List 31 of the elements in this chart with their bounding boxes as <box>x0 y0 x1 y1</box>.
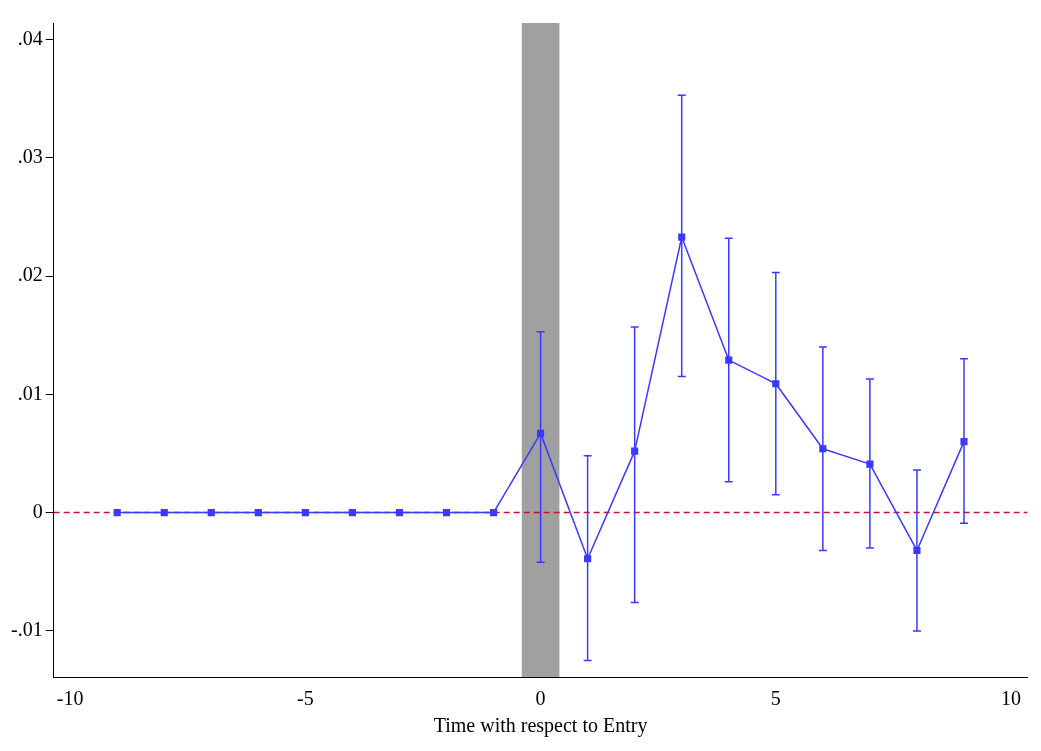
point <box>960 438 968 446</box>
point <box>113 509 121 517</box>
point <box>207 509 215 517</box>
x-tick-label: 0 <box>535 687 546 710</box>
point <box>678 233 686 241</box>
point <box>442 509 451 517</box>
point <box>631 447 639 455</box>
x-axis-title: Time with respect to Entry <box>433 714 648 738</box>
point <box>348 509 356 517</box>
point <box>725 356 733 364</box>
y-tick-label: 0 <box>32 499 43 522</box>
y-tick-label: .01 <box>17 381 43 404</box>
point <box>254 509 262 517</box>
point <box>772 380 780 388</box>
point <box>301 509 309 517</box>
point <box>537 429 545 437</box>
y-tick-label: .04 <box>17 26 43 49</box>
point <box>819 445 827 453</box>
x-tick-label: -10 <box>56 687 84 710</box>
x-tick-label: 5 <box>770 687 781 710</box>
point <box>395 509 404 517</box>
point <box>913 546 921 555</box>
y-tick-label: -.01 <box>10 618 43 641</box>
x-tick-label: 10 <box>1001 687 1022 710</box>
x-tick-label: -5 <box>297 687 314 710</box>
point <box>489 509 498 517</box>
point <box>160 509 168 517</box>
y-tick-label: .03 <box>17 145 43 168</box>
point <box>866 460 874 468</box>
point <box>584 555 592 563</box>
y-tick-label: .02 <box>17 263 43 286</box>
